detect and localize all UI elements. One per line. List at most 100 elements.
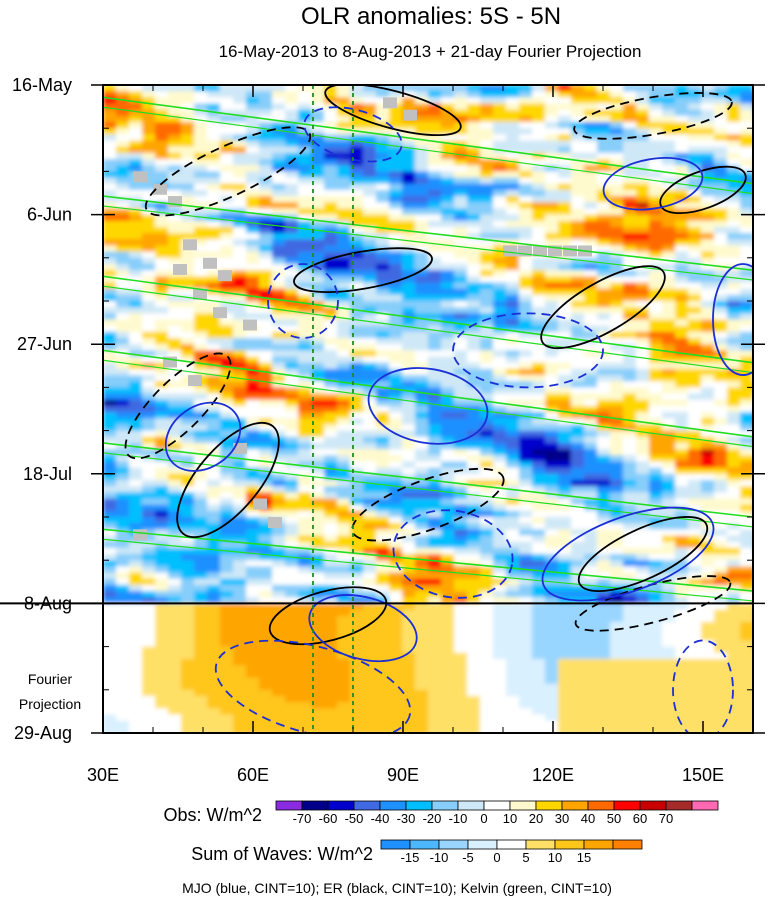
field-cell	[753, 412, 767, 419]
projection-cell	[181, 609, 195, 617]
field-cell	[740, 270, 753, 278]
projection-cell	[675, 652, 689, 660]
projection-cell	[441, 628, 455, 636]
field-cell	[129, 115, 143, 124]
projection-cell	[181, 621, 195, 630]
field-cell	[272, 282, 286, 290]
field-cell	[597, 239, 611, 247]
field-cell	[753, 196, 767, 203]
field-cell	[194, 85, 208, 93]
field-cell	[532, 473, 546, 481]
field-cell	[610, 547, 624, 556]
field-cell	[584, 97, 598, 105]
projection-cell	[519, 609, 533, 617]
field-cell	[181, 196, 195, 204]
field-cell	[740, 214, 753, 222]
field-cell	[363, 97, 377, 105]
projection-cell	[506, 628, 520, 636]
field-cell	[311, 91, 325, 99]
field-cell	[610, 140, 624, 148]
field-cell	[701, 578, 715, 586]
field-cell	[610, 566, 624, 574]
field-cell	[610, 344, 624, 352]
field-cell	[688, 233, 702, 241]
field-cell	[129, 220, 143, 228]
projection-cell	[350, 621, 364, 630]
field-cell	[298, 510, 312, 518]
field-cell	[558, 473, 572, 481]
field-cell	[597, 529, 611, 537]
field-cell	[610, 214, 624, 222]
field-cell	[506, 362, 520, 370]
field-cell	[610, 473, 624, 481]
field-cell	[168, 171, 182, 179]
field-cell	[558, 91, 572, 99]
field-cell	[259, 535, 273, 543]
field-cell	[207, 122, 221, 130]
field-cell	[441, 319, 455, 327]
field-cell	[181, 233, 195, 241]
field-cell	[493, 97, 507, 105]
field-cell	[142, 418, 156, 426]
field-cell	[155, 282, 169, 290]
field-cell	[480, 301, 494, 309]
field-cell	[207, 270, 221, 278]
field-cell	[402, 510, 416, 518]
field-cell	[649, 159, 663, 167]
field-cell	[428, 301, 442, 309]
projection-cell	[649, 603, 663, 611]
field-cell	[194, 214, 208, 222]
projection-cell	[480, 646, 494, 654]
projection-cell	[662, 677, 676, 685]
field-cell	[623, 504, 637, 512]
field-cell	[493, 177, 507, 185]
field-cell	[324, 307, 338, 315]
field-cell	[480, 449, 494, 457]
projection-cell	[571, 658, 585, 667]
field-cell	[194, 344, 208, 352]
field-cell	[623, 381, 637, 389]
field-cell	[155, 344, 169, 352]
field-cell	[428, 523, 442, 531]
projection-cell	[714, 665, 728, 673]
field-cell	[246, 455, 260, 463]
field-cell	[558, 331, 572, 340]
field-cell	[597, 591, 611, 599]
field-cell	[454, 128, 468, 136]
field-cell	[220, 517, 234, 525]
projection-cell	[168, 646, 182, 654]
field-cell	[701, 517, 715, 525]
field-cell	[623, 436, 637, 444]
field-cell	[571, 103, 585, 111]
field-cell	[298, 85, 312, 93]
field-cell	[272, 307, 286, 315]
field-cell	[155, 165, 169, 173]
field-cell	[519, 405, 533, 414]
projection-cell	[103, 615, 117, 623]
field-cell	[311, 307, 325, 315]
field-cell	[181, 430, 195, 438]
chart-title: OLR anomalies: 5S - 5N	[301, 3, 561, 30]
field-cell	[220, 85, 234, 93]
projection-cell	[285, 621, 299, 630]
projection-cell	[298, 628, 312, 636]
field-cell	[324, 504, 338, 512]
field-cell	[337, 115, 351, 124]
projection-cell	[376, 628, 390, 636]
projection-cell	[207, 646, 221, 654]
field-cell	[376, 412, 390, 420]
field-cell	[610, 591, 624, 599]
field-cell	[207, 418, 221, 426]
field-cell	[662, 393, 676, 401]
field-cell	[753, 474, 767, 481]
field-cell	[506, 202, 520, 210]
field-cell	[597, 560, 611, 568]
field-cell	[493, 393, 507, 401]
field-cell	[246, 331, 260, 340]
field-cell	[675, 226, 689, 235]
field-cell	[467, 461, 481, 469]
field-cell	[155, 103, 169, 111]
field-cell	[376, 399, 390, 407]
field-cell	[753, 97, 767, 104]
field-cell	[350, 362, 364, 370]
